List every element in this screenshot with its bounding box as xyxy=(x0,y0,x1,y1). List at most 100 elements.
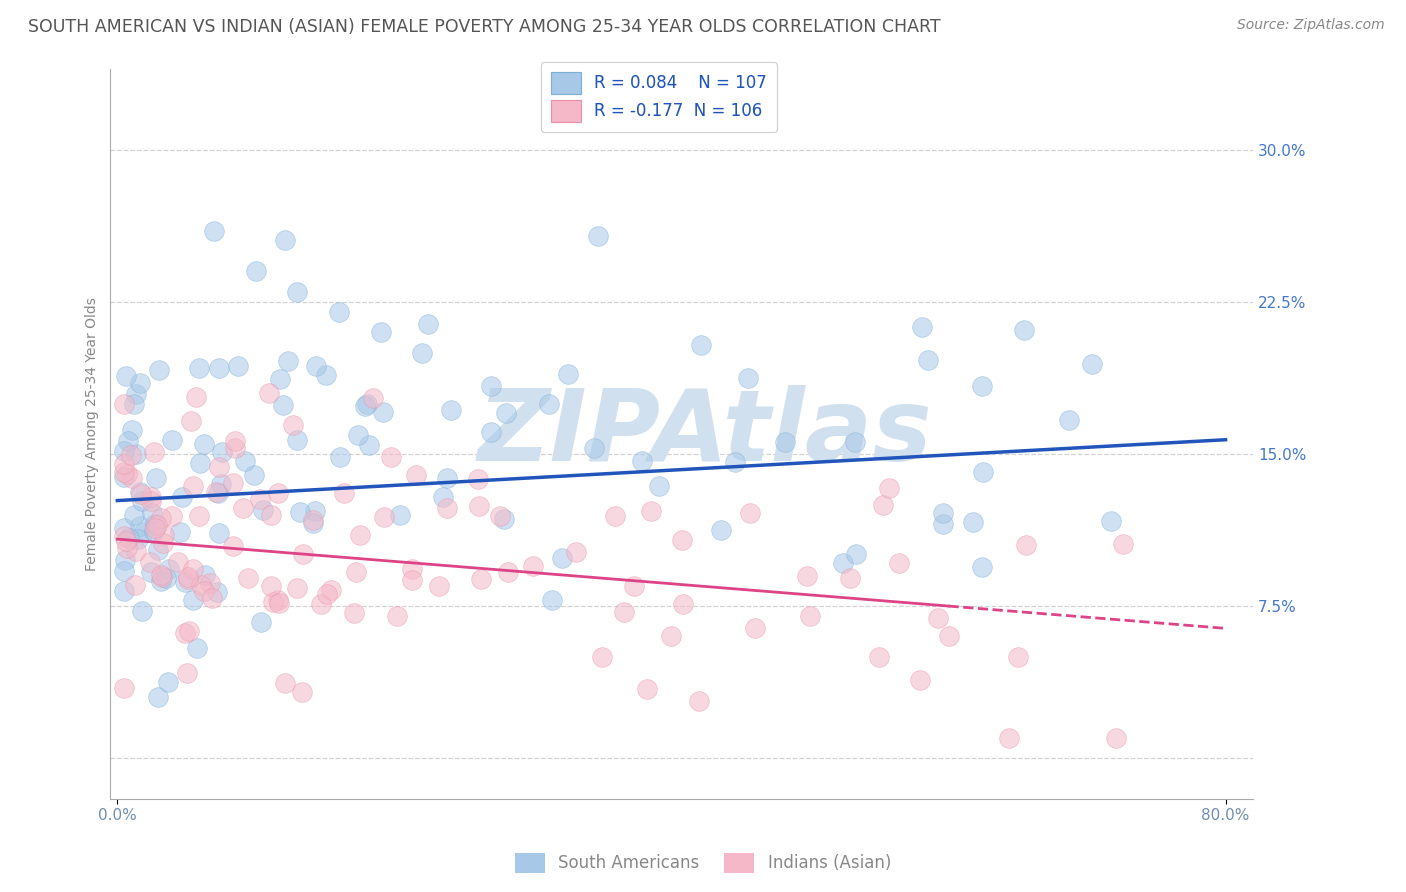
Point xyxy=(177,572,200,586)
Point xyxy=(315,368,337,383)
Point xyxy=(744,621,766,635)
Point xyxy=(304,503,326,517)
Point xyxy=(436,500,458,515)
Point xyxy=(274,676,297,690)
Point xyxy=(173,575,195,590)
Point xyxy=(962,515,984,529)
Point xyxy=(260,508,283,522)
Point xyxy=(177,624,200,639)
Point xyxy=(211,445,233,459)
Point xyxy=(287,285,309,299)
Point xyxy=(845,547,868,561)
Point xyxy=(205,584,228,599)
Point xyxy=(267,595,290,609)
Point xyxy=(115,467,138,481)
Point xyxy=(1015,538,1038,552)
Point xyxy=(198,576,221,591)
Point xyxy=(115,533,138,548)
Point xyxy=(467,472,489,486)
Point xyxy=(302,513,325,527)
Point xyxy=(124,577,146,591)
Point xyxy=(661,630,683,644)
Point xyxy=(193,437,215,451)
Point xyxy=(468,499,491,513)
Point xyxy=(582,441,605,455)
Point xyxy=(333,485,356,500)
Point xyxy=(125,446,148,460)
Point xyxy=(309,597,332,611)
Point xyxy=(169,525,191,540)
Point xyxy=(120,448,142,462)
Point xyxy=(177,570,200,584)
Point xyxy=(145,517,167,532)
Point xyxy=(290,505,312,519)
Point xyxy=(291,685,314,699)
Point xyxy=(112,521,135,535)
Point xyxy=(207,525,229,540)
Point xyxy=(121,471,143,485)
Point xyxy=(226,359,249,373)
Point xyxy=(112,681,135,696)
Point xyxy=(139,555,162,569)
Point xyxy=(188,509,211,524)
Point xyxy=(180,414,202,428)
Point xyxy=(262,595,284,609)
Point xyxy=(796,569,818,583)
Point xyxy=(603,508,626,523)
Point xyxy=(112,583,135,598)
Point xyxy=(153,528,176,542)
Point xyxy=(401,573,423,587)
Point xyxy=(432,491,454,505)
Point xyxy=(427,579,450,593)
Point xyxy=(132,525,155,540)
Point xyxy=(181,479,204,493)
Point xyxy=(112,444,135,458)
Point xyxy=(139,494,162,508)
Point xyxy=(193,584,215,599)
Point xyxy=(122,397,145,411)
Point xyxy=(209,477,232,491)
Point xyxy=(281,417,304,432)
Point xyxy=(186,640,208,655)
Point xyxy=(640,504,662,518)
Point xyxy=(879,481,901,495)
Point xyxy=(839,571,862,585)
Point xyxy=(143,521,166,535)
Point xyxy=(250,615,273,630)
Point xyxy=(146,517,169,532)
Point xyxy=(688,694,710,708)
Point xyxy=(844,435,866,450)
Point xyxy=(357,438,380,452)
Point xyxy=(799,609,821,624)
Point xyxy=(315,587,337,601)
Point xyxy=(252,503,274,517)
Point xyxy=(405,468,427,483)
Point xyxy=(927,611,949,625)
Point xyxy=(522,559,544,574)
Point xyxy=(436,471,458,485)
Point xyxy=(160,434,183,448)
Point xyxy=(208,459,231,474)
Point xyxy=(370,325,392,339)
Point xyxy=(356,397,378,411)
Point xyxy=(647,479,669,493)
Point xyxy=(418,317,440,331)
Point xyxy=(373,510,395,524)
Point xyxy=(141,490,163,504)
Point xyxy=(114,553,136,567)
Point xyxy=(1007,649,1029,664)
Point xyxy=(972,465,994,479)
Point xyxy=(187,361,209,376)
Point xyxy=(1057,413,1080,427)
Point xyxy=(127,532,149,546)
Point xyxy=(631,454,654,468)
Point xyxy=(343,607,366,621)
Point xyxy=(155,571,177,585)
Point xyxy=(142,524,165,538)
Point xyxy=(146,690,169,705)
Point xyxy=(737,370,759,384)
Point xyxy=(911,320,934,334)
Text: Source: ZipAtlas.com: Source: ZipAtlas.com xyxy=(1237,18,1385,32)
Point xyxy=(121,423,143,437)
Point xyxy=(613,605,636,619)
